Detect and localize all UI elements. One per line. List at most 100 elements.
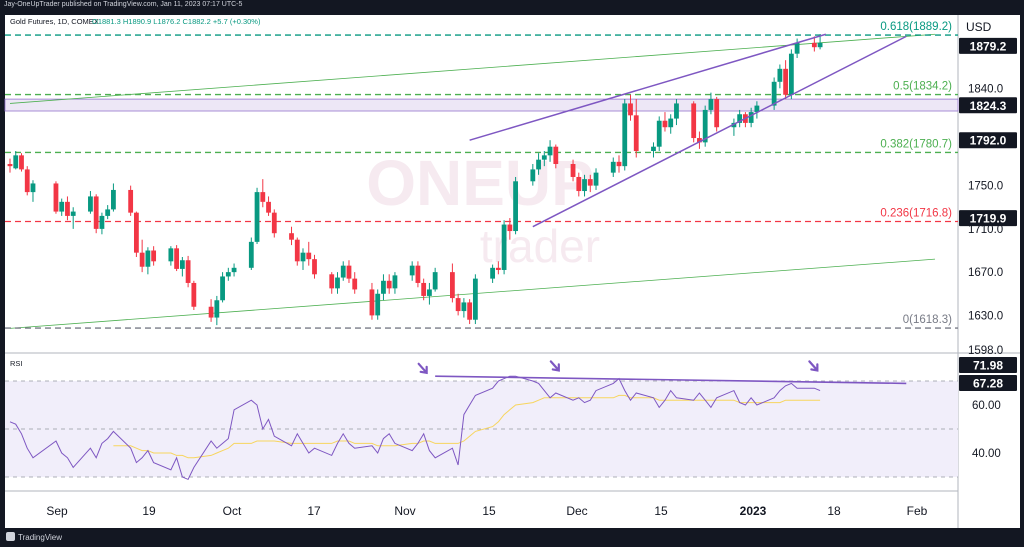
price-badge — [959, 210, 1017, 227]
rsi-line — [9, 375, 821, 481]
time-axis-label: 18 — [827, 504, 841, 518]
candle-body — [174, 248, 180, 269]
time-axis-label: 17 — [307, 504, 321, 518]
candle-body — [513, 181, 518, 232]
footer-brand-label: TradingView — [18, 533, 63, 542]
rsi-badge-label: 71.98 — [973, 359, 1003, 373]
price-axis-currency: USD — [966, 20, 992, 34]
candle-body — [628, 103, 633, 116]
candle-body — [99, 215, 105, 229]
candle-body — [576, 176, 582, 192]
time-axis-label: Feb — [907, 504, 928, 518]
candle-body — [651, 146, 656, 152]
candle-body — [300, 252, 306, 262]
candle-body — [179, 260, 185, 269]
time-axis-label: 2023 — [740, 504, 767, 518]
candle-body — [145, 250, 151, 267]
rsi-tick-label: 40.00 — [972, 448, 1001, 460]
candle-body — [501, 224, 507, 270]
fib-label: 0.618(1889.2) — [880, 21, 952, 33]
price-badge-label: 1719.9 — [970, 212, 1007, 226]
candle-body — [536, 159, 541, 170]
rsi-trendline — [435, 375, 907, 385]
candle-body — [386, 280, 392, 289]
price-tick-label: 1840.0 — [968, 83, 1003, 95]
candle-body — [616, 161, 622, 167]
candle-body — [335, 277, 340, 289]
price-badge-label: 1879.2 — [970, 39, 1007, 53]
candle-body — [415, 265, 421, 283]
candle-body — [294, 239, 300, 262]
candle-body — [674, 103, 679, 119]
candle-body — [65, 201, 70, 216]
price-badge-label: 1824.3 — [970, 99, 1007, 113]
divergence-arrow-icon — [808, 360, 819, 372]
watermark-subtitle: trader — [480, 220, 600, 272]
candle-body — [133, 212, 139, 253]
candle-body — [248, 241, 254, 268]
candle-body — [266, 201, 271, 213]
divergence-arrow-icon — [417, 362, 428, 375]
price-tick-label: 1630.0 — [968, 310, 1003, 322]
price-tick-label: 1670.0 — [968, 267, 1003, 279]
candle-body — [754, 105, 760, 113]
fib-label: 0(1618.3) — [903, 314, 952, 326]
candle-body — [214, 300, 220, 318]
rsi-badge — [959, 375, 1017, 391]
price-tick-label: 1750.0 — [968, 181, 1003, 193]
time-axis-label: 15 — [654, 504, 668, 518]
price-badge — [959, 132, 1017, 149]
candle-body — [530, 169, 536, 182]
trendline-long-upper — [9, 33, 936, 104]
candle-body — [88, 196, 93, 212]
candle-body — [369, 289, 375, 316]
candle-body — [306, 252, 312, 260]
footer-brand[interactable]: TradingView — [6, 532, 62, 542]
candle-body — [13, 155, 19, 169]
candle-body — [271, 212, 277, 234]
candle-body — [59, 201, 65, 212]
candle-body — [93, 196, 99, 229]
rsi-badge-label: 67.28 — [973, 377, 1003, 391]
candle-body — [622, 103, 628, 167]
candle-body — [24, 169, 30, 193]
rsi-tick-label: 60.00 — [972, 400, 1001, 412]
candle-body — [495, 267, 501, 270]
candle-body — [817, 42, 823, 48]
candle-body — [19, 155, 24, 170]
candle-body — [392, 275, 398, 289]
candle-body — [191, 282, 197, 307]
candle-body — [582, 179, 587, 192]
candle-body — [329, 274, 335, 289]
tradingview-logo-icon — [6, 532, 15, 541]
candle-body — [633, 115, 639, 152]
candle-body — [139, 252, 145, 267]
candle-body — [455, 298, 461, 312]
candle-body — [289, 233, 294, 240]
rsi-title: RSI — [10, 359, 23, 368]
candle-body — [409, 265, 415, 276]
time-axis-label: Nov — [394, 504, 415, 518]
candle-body — [128, 189, 134, 213]
candle-body — [352, 278, 358, 290]
candle-body — [662, 120, 668, 128]
candle-body — [777, 68, 783, 82]
channel-channel-lower — [532, 35, 907, 228]
channel-channel-upper — [469, 33, 827, 141]
candle-body — [30, 183, 36, 193]
candle-body — [668, 118, 674, 128]
candle-body — [702, 109, 708, 143]
candle-body — [794, 42, 800, 54]
candle-body — [432, 272, 438, 290]
trendline-long-lower — [9, 258, 936, 329]
time-axis-label: Sep — [46, 504, 68, 518]
time-axis-label: Dec — [566, 504, 587, 518]
time-axis-label: Oct — [223, 504, 242, 518]
publisher-line: Jay-OneUpTrader published on TradingView… — [4, 1, 243, 8]
time-axis-label: 15 — [482, 504, 496, 518]
fib-label: 0.382(1780.7) — [880, 138, 952, 150]
candle-body — [231, 267, 237, 273]
candle-body — [340, 265, 346, 278]
